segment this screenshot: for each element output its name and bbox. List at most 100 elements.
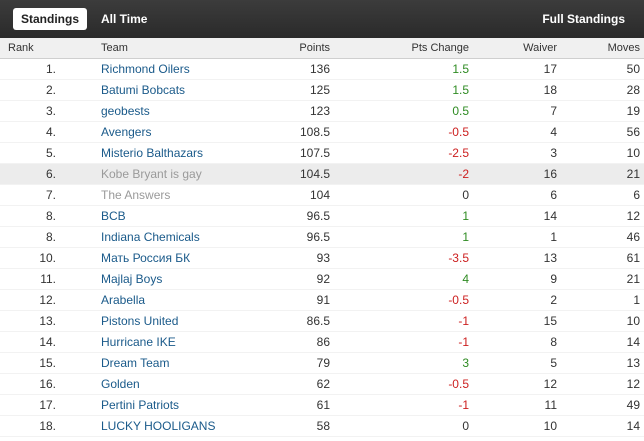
team-cell: Arabella (62, 289, 237, 311)
rank-cell: 3. (0, 100, 62, 122)
standings-table: Rank Team Points Pts Change Waiver Moves… (0, 38, 644, 437)
rank-cell: 14. (0, 331, 62, 353)
rank-cell: 4. (0, 121, 62, 143)
points-cell: 62 (237, 373, 333, 395)
moves-cell: 1 (558, 289, 644, 311)
team-link[interactable]: Dream Team (101, 356, 170, 370)
team-cell: Batumi Bobcats (62, 79, 237, 101)
table-row: 11. Majlaj Boys 92 4 9 21 (0, 268, 644, 290)
points-cell: 104.5 (237, 163, 333, 185)
moves-cell: 50 (558, 58, 644, 80)
team-cell: Hurricane IKE (62, 331, 237, 353)
tab-standings[interactable]: Standings (13, 8, 88, 30)
rank-cell: 10. (0, 247, 62, 269)
table-row: 13. Pistons United 86.5 -1 15 10 (0, 310, 644, 332)
team-cell: Avengers (62, 121, 237, 143)
pts-change-cell: 1 (333, 205, 469, 227)
table-row: 7. The Answers 104 0 6 6 (0, 184, 644, 206)
points-cell: 104 (237, 184, 333, 206)
table-row: 6. Kobe Bryant is gay 104.5 -2 16 21 (0, 163, 644, 185)
column-header-waiver[interactable]: Waiver (469, 38, 558, 59)
pts-change-cell: 1.5 (333, 79, 469, 101)
team-link[interactable]: Pertini Patriots (101, 398, 180, 412)
waiver-cell: 18 (469, 79, 558, 101)
team-link[interactable]: geobests (101, 104, 150, 118)
team-link[interactable]: Kobe Bryant is gay (101, 167, 202, 181)
table-header-row: Rank Team Points Pts Change Waiver Moves (0, 38, 644, 59)
moves-cell: 6 (558, 184, 644, 206)
team-link[interactable]: Indiana Chemicals (101, 230, 200, 244)
team-link[interactable]: Мать Россия БК (101, 251, 191, 265)
moves-cell: 14 (558, 415, 644, 437)
waiver-cell: 10 (469, 415, 558, 437)
rank-cell: 11. (0, 268, 62, 290)
team-link[interactable]: Majlaj Boys (101, 272, 163, 286)
team-link[interactable]: Pistons United (101, 314, 179, 328)
pts-change-cell: 1 (333, 226, 469, 248)
pts-change-cell: -1 (333, 331, 469, 353)
team-link[interactable]: Golden (101, 377, 140, 391)
team-cell: geobests (62, 100, 237, 122)
waiver-cell: 4 (469, 121, 558, 143)
table-row: 15. Dream Team 79 3 5 13 (0, 352, 644, 374)
team-cell: Мать Россия БК (62, 247, 237, 269)
points-cell: 79 (237, 352, 333, 374)
waiver-cell: 14 (469, 205, 558, 227)
moves-cell: 19 (558, 100, 644, 122)
team-cell: Kobe Bryant is gay (62, 163, 237, 185)
rank-cell: 12. (0, 289, 62, 311)
pts-change-cell: -1 (333, 394, 469, 416)
team-cell: BCB (62, 205, 237, 227)
team-link[interactable]: BCB (101, 209, 126, 223)
team-link[interactable]: Batumi Bobcats (101, 83, 186, 97)
points-cell: 108.5 (237, 121, 333, 143)
waiver-cell: 7 (469, 100, 558, 122)
column-header-points[interactable]: Points (237, 38, 333, 59)
column-header-team[interactable]: Team (62, 38, 237, 59)
moves-cell: 10 (558, 310, 644, 332)
table-row: 16. Golden 62 -0.5 12 12 (0, 373, 644, 395)
moves-cell: 21 (558, 268, 644, 290)
team-cell: Misterio Balthazars (62, 142, 237, 164)
table-row: 2. Batumi Bobcats 125 1.5 18 28 (0, 79, 644, 101)
rank-cell: 18. (0, 415, 62, 437)
points-cell: 125 (237, 79, 333, 101)
waiver-cell: 6 (469, 184, 558, 206)
column-header-moves[interactable]: Moves (558, 38, 644, 59)
team-link[interactable]: Arabella (101, 293, 146, 307)
table-row: 17. Pertini Patriots 61 -1 11 49 (0, 394, 644, 416)
team-cell: The Answers (62, 184, 237, 206)
pts-change-cell: -3.5 (333, 247, 469, 269)
team-link[interactable]: Misterio Balthazars (101, 146, 204, 160)
team-link[interactable]: LUCKY HOOLIGANS (101, 419, 216, 433)
table-row: 4. Avengers 108.5 -0.5 4 56 (0, 121, 644, 143)
rank-cell: 16. (0, 373, 62, 395)
team-link[interactable]: The Answers (101, 188, 171, 202)
waiver-cell: 17 (469, 58, 558, 80)
table-row: 1. Richmond Oilers 136 1.5 17 50 (0, 58, 644, 80)
waiver-cell: 8 (469, 331, 558, 353)
waiver-cell: 3 (469, 142, 558, 164)
team-cell: LUCKY HOOLIGANS (62, 415, 237, 437)
team-link[interactable]: Hurricane IKE (101, 335, 176, 349)
tab-all-time[interactable]: All Time (101, 12, 148, 26)
team-cell: Indiana Chemicals (62, 226, 237, 248)
moves-cell: 61 (558, 247, 644, 269)
points-cell: 91 (237, 289, 333, 311)
full-standings-link[interactable]: Full Standings (542, 12, 625, 26)
rank-cell: 13. (0, 310, 62, 332)
table-row: 8. BCB 96.5 1 14 12 (0, 205, 644, 227)
points-cell: 123 (237, 100, 333, 122)
column-header-rank[interactable]: Rank (0, 38, 62, 59)
team-cell: Pertini Patriots (62, 394, 237, 416)
rank-cell: 8. (0, 205, 62, 227)
team-cell: Majlaj Boys (62, 268, 237, 290)
points-cell: 96.5 (237, 226, 333, 248)
column-header-pts-change[interactable]: Pts Change (333, 38, 469, 59)
waiver-cell: 5 (469, 352, 558, 374)
moves-cell: 49 (558, 394, 644, 416)
rank-cell: 2. (0, 79, 62, 101)
team-link[interactable]: Avengers (101, 125, 152, 139)
waiver-cell: 1 (469, 226, 558, 248)
team-link[interactable]: Richmond Oilers (101, 62, 190, 76)
